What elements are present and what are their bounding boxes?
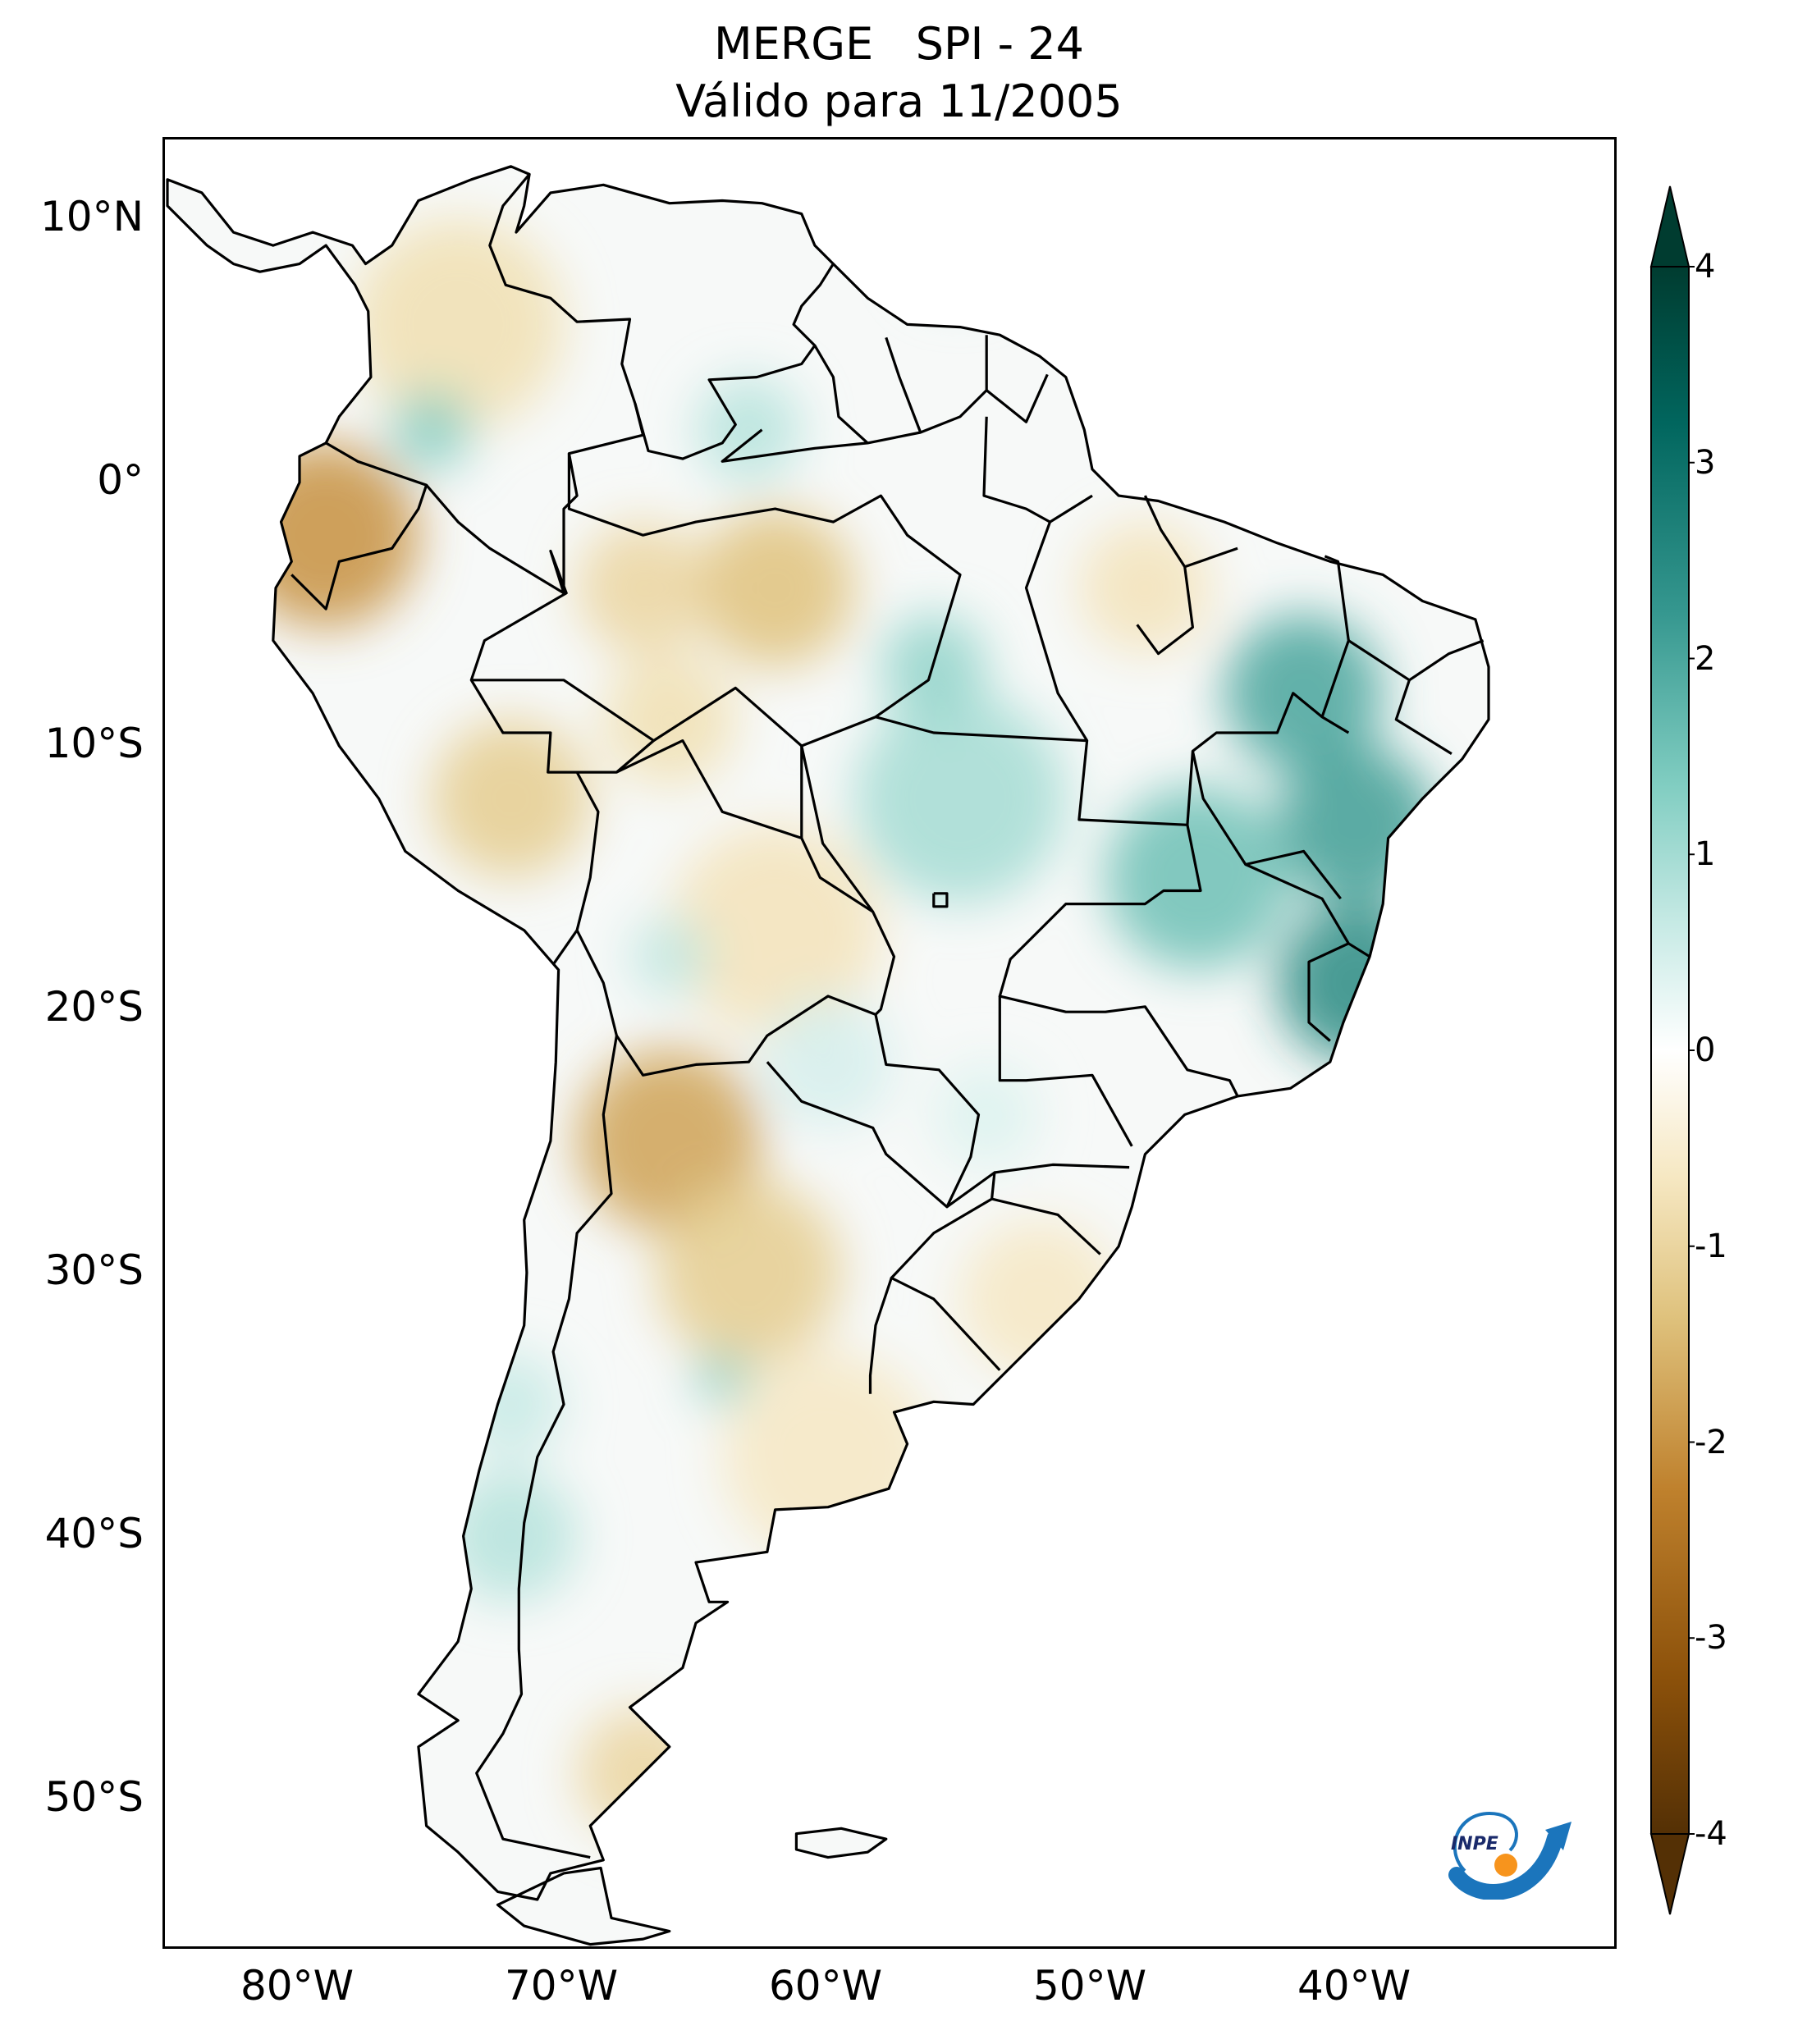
falklands-coastline bbox=[794, 1827, 888, 1859]
colorbar-extend-top bbox=[1649, 185, 1690, 268]
border-line bbox=[1347, 639, 1485, 682]
spi-anomaly bbox=[432, 719, 591, 878]
border-line bbox=[868, 1277, 893, 1394]
spi-anomaly bbox=[762, 995, 894, 1128]
colorbar-tick-label: -4 bbox=[1695, 1815, 1727, 1853]
border-line bbox=[1245, 849, 1342, 900]
lat-tick-label: 20°S bbox=[44, 983, 144, 1031]
spi-anomaly bbox=[352, 219, 564, 430]
border-line bbox=[1394, 679, 1453, 755]
spi-anomaly bbox=[233, 442, 419, 628]
lat-tick-label: 0° bbox=[97, 456, 144, 504]
border-line bbox=[425, 484, 600, 966]
border-line bbox=[291, 441, 428, 610]
colorbar-tick-label: 2 bbox=[1695, 639, 1716, 678]
border-line bbox=[488, 173, 645, 593]
border-line bbox=[475, 1035, 618, 1859]
spi-anomaly bbox=[629, 917, 710, 996]
lon-tick-label: 40°W bbox=[1297, 1962, 1411, 2010]
spi-anomaly bbox=[696, 509, 855, 667]
map-subtitle: Válido para 11/2005 bbox=[675, 75, 1123, 127]
colorbar-tick-label: 4 bbox=[1695, 248, 1716, 286]
spi-anomaly bbox=[907, 192, 1013, 299]
border-line bbox=[615, 686, 803, 839]
border-line bbox=[932, 892, 949, 908]
spi-anomaly bbox=[669, 825, 881, 1036]
spi-anomaly bbox=[933, 1062, 1040, 1168]
spi-anomaly bbox=[696, 1351, 749, 1405]
lat-tick-label: 10°N bbox=[39, 193, 144, 240]
border-line bbox=[998, 996, 1133, 1147]
border-line bbox=[471, 679, 655, 742]
spi-anomaly bbox=[445, 1470, 578, 1603]
border-line bbox=[991, 1197, 1101, 1255]
border-line bbox=[575, 929, 876, 1077]
lat-tick-label: 30°S bbox=[44, 1246, 144, 1294]
spi-anomaly bbox=[696, 377, 802, 482]
border-line bbox=[885, 336, 922, 433]
colorbar-tick-label: 0 bbox=[1695, 1031, 1716, 1069]
lat-tick-label: 40°S bbox=[44, 1510, 144, 1557]
border-line bbox=[1184, 546, 1238, 569]
map-title: MERGE SPI - 24 bbox=[714, 18, 1084, 70]
border-line bbox=[800, 716, 1087, 913]
country-borders bbox=[166, 165, 1490, 1946]
spi-anomaly bbox=[577, 522, 710, 654]
colorbar-tick-label: 1 bbox=[1695, 835, 1716, 874]
colorbar-tick-label: 3 bbox=[1695, 443, 1716, 482]
lat-tick-label: 10°S bbox=[44, 720, 144, 767]
border-line bbox=[813, 335, 988, 445]
spi-anomaly bbox=[854, 693, 1066, 904]
colorbar-tick-label: -3 bbox=[1695, 1619, 1727, 1658]
spi-anomaly bbox=[656, 1180, 842, 1365]
lon-tick-label: 70°W bbox=[504, 1962, 619, 2010]
colorbar-body bbox=[1650, 266, 1690, 1835]
tierra-del-fuego-coastline bbox=[496, 1866, 671, 1946]
border-line bbox=[1320, 555, 1350, 718]
border-line bbox=[1191, 751, 1370, 958]
lon-tick-label: 50°W bbox=[1032, 1962, 1147, 2010]
border-line bbox=[994, 1163, 1130, 1174]
border-line bbox=[567, 453, 962, 719]
inpe-logo bbox=[1448, 1811, 1572, 1900]
lon-tick-label: 80°W bbox=[240, 1962, 355, 2010]
map-area bbox=[162, 137, 1617, 1949]
spi-anomaly bbox=[1277, 746, 1436, 904]
colorbar-tick-label: -2 bbox=[1695, 1423, 1727, 1461]
coastline bbox=[166, 165, 1490, 1901]
logo-text: INPE bbox=[1451, 1834, 1498, 1854]
spi-field bbox=[167, 166, 1489, 1945]
lat-tick-label: 50°S bbox=[44, 1773, 144, 1821]
border-line bbox=[721, 428, 868, 463]
border-line bbox=[986, 373, 1049, 423]
spi-anomaly bbox=[1277, 903, 1436, 1063]
colorbar-extend-bottom bbox=[1649, 1833, 1690, 1915]
logo-dot bbox=[1494, 1854, 1517, 1877]
border-line bbox=[1136, 495, 1194, 656]
border-line bbox=[998, 494, 1239, 1097]
border-line bbox=[766, 1014, 981, 1209]
border-line bbox=[634, 263, 835, 460]
lon-tick-label: 60°W bbox=[768, 1962, 883, 2010]
spi-anomaly bbox=[391, 390, 472, 469]
colorbar-tick-label: -1 bbox=[1695, 1227, 1727, 1265]
border-line bbox=[982, 416, 1051, 524]
spi-anomaly bbox=[603, 653, 736, 786]
border-line bbox=[577, 739, 896, 1016]
colorbar bbox=[1649, 185, 1695, 1915]
border-line bbox=[1307, 942, 1349, 1042]
